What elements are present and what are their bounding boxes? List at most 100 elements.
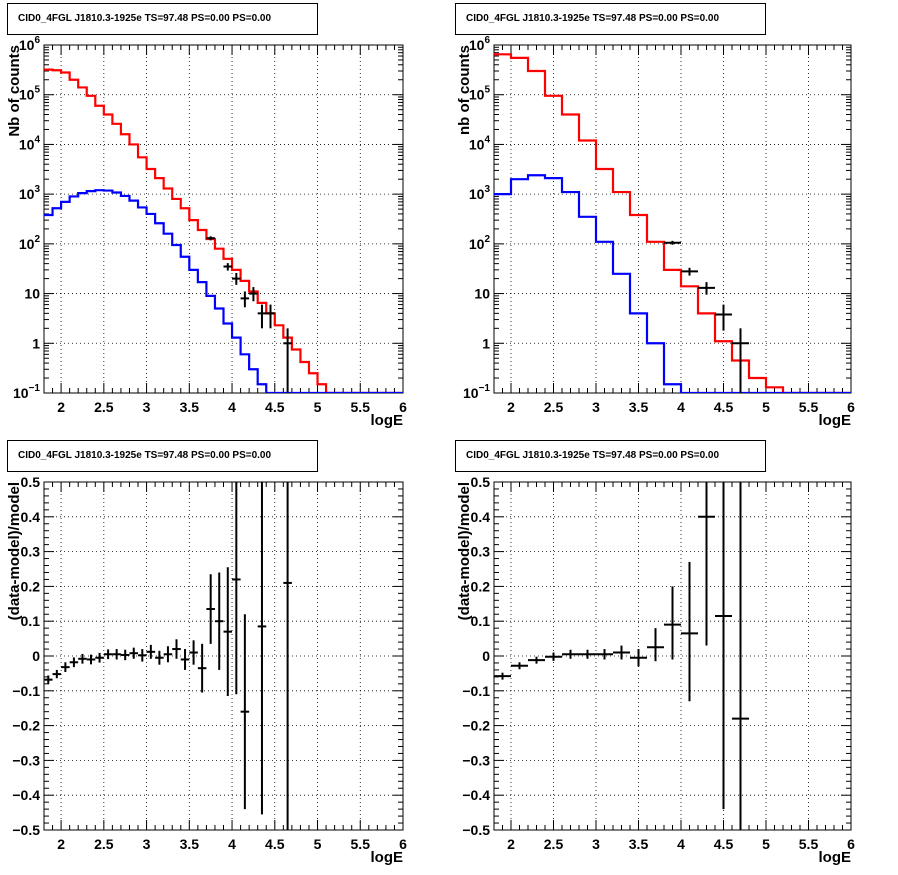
y-tick-label: 10 bbox=[24, 286, 40, 302]
x-tick-label: 4 bbox=[677, 836, 685, 852]
x-tick-label: 5 bbox=[762, 836, 770, 852]
data-point bbox=[163, 646, 173, 663]
x-tick-label: 6 bbox=[847, 836, 855, 852]
y-tick-label: −0.3 bbox=[462, 752, 490, 768]
y-tick-label: 10−1 bbox=[463, 383, 490, 401]
chart-counts-left: 2 2.5 3 3.5 4 4.5 5 5.5 6 10−1 1 10 102 103 104 105 106 l… bbox=[6, 35, 407, 429]
axis-ticks bbox=[493, 45, 852, 394]
y-tick-label: 102 bbox=[19, 234, 41, 252]
data-point bbox=[138, 649, 147, 662]
data-point bbox=[257, 304, 267, 329]
y-tick-label: 0.3 bbox=[21, 544, 41, 560]
x-tick-label: 5 bbox=[762, 399, 770, 415]
x-tick-label: 2.5 bbox=[544, 399, 564, 415]
y-tick-label: 10−1 bbox=[13, 383, 40, 401]
y-axis-title: (data-model)/model bbox=[456, 482, 473, 620]
pad-title: CID0_4FGL J1810.3-1925e TS=97.48 PS=0.00… bbox=[7, 440, 318, 472]
data-point bbox=[232, 272, 241, 285]
axis-ticks bbox=[43, 45, 404, 394]
grid bbox=[44, 482, 403, 830]
plot-area bbox=[494, 53, 851, 393]
x-tick-label: 4 bbox=[677, 399, 685, 415]
chart-residuals-right: 2 2.5 3 3.5 4 4.5 5 5.5 6 −0.5 −0.4 −0.3 −0.2 −0.1 0 0.… bbox=[456, 474, 855, 866]
model-source-histogram bbox=[494, 174, 851, 393]
data-point bbox=[155, 650, 164, 665]
data-point bbox=[52, 669, 62, 679]
data-point bbox=[197, 643, 207, 693]
pad-title: CID0_4FGL J1810.3-1925e TS=97.48 PS=0.00… bbox=[455, 440, 766, 472]
pad-bottom-left: 2 2.5 3 3.5 4 4.5 5 5.5 6 −0.5 −0.4 −0.3 −0.2 −0.1 0 0.… bbox=[0, 437, 449, 875]
x-tick-label: 3 bbox=[592, 399, 600, 415]
data-point bbox=[223, 567, 233, 697]
y-axis-title: (data-model)/model bbox=[6, 482, 23, 620]
y-axis-title: Nb of counts bbox=[6, 45, 23, 137]
data-point bbox=[698, 282, 715, 295]
y-tick-label: −0.2 bbox=[462, 718, 490, 734]
y-tick-label: 0.2 bbox=[21, 578, 41, 594]
y-tick-label: −0.4 bbox=[462, 787, 490, 803]
data-point bbox=[647, 628, 664, 662]
pad-title: CID0_4FGL J1810.3-1925e TS=97.48 PS=0.00… bbox=[455, 3, 766, 35]
x-tick-label: 5.5 bbox=[351, 836, 371, 852]
y-tick-label: 106 bbox=[469, 35, 491, 53]
data-point bbox=[103, 649, 113, 660]
x-tick-label: 3.5 bbox=[629, 836, 649, 852]
y-tick-label: 1 bbox=[482, 335, 490, 351]
data-point bbox=[681, 562, 698, 702]
data-point bbox=[120, 649, 130, 661]
data-point bbox=[596, 649, 613, 660]
data-point bbox=[630, 649, 647, 667]
model-total-histogram bbox=[44, 68, 403, 393]
y-tick-label: 0 bbox=[482, 648, 490, 664]
data-point bbox=[732, 328, 749, 393]
data-point bbox=[283, 328, 292, 393]
pad-bottom-right: 2 2.5 3 3.5 4 4.5 5 5.5 6 −0.5 −0.4 −0.3 −0.2 −0.1 0 0.… bbox=[449, 437, 898, 875]
data-point bbox=[715, 304, 732, 331]
y-tick-label: −0.3 bbox=[12, 752, 40, 768]
data-point bbox=[44, 675, 53, 684]
x-tick-label: 2.5 bbox=[94, 836, 114, 852]
y-axis-title: nb of counts bbox=[456, 45, 473, 135]
x-tick-label: 6 bbox=[399, 836, 407, 852]
data-point bbox=[95, 652, 104, 663]
data-point bbox=[545, 652, 562, 661]
data-point bbox=[715, 482, 732, 810]
data-point bbox=[214, 572, 224, 670]
x-tick-label: 5.5 bbox=[799, 836, 819, 852]
y-tick-label: 0.3 bbox=[471, 544, 491, 560]
x-axis-title: logE bbox=[819, 412, 852, 429]
chart-counts-right: 2 2.5 3 3.5 4 4.5 5 5.5 6 10−1 1 10 102 103 104 105 106 l… bbox=[456, 35, 855, 429]
data-point bbox=[86, 654, 96, 665]
data-point bbox=[146, 644, 156, 659]
plot-area bbox=[44, 68, 403, 393]
x-tick-label: 4.5 bbox=[265, 836, 285, 852]
plot-area bbox=[494, 482, 749, 830]
plot-frame bbox=[43, 481, 404, 831]
x-axis-title: logE bbox=[371, 849, 404, 866]
model-source-histogram bbox=[44, 189, 403, 393]
x-tick-label: 3.5 bbox=[180, 836, 200, 852]
data-point bbox=[613, 645, 630, 660]
x-tick-label: 6 bbox=[847, 399, 855, 415]
y-tick-label: −0.2 bbox=[12, 718, 40, 734]
x-tick-label: 2 bbox=[57, 399, 65, 415]
data-point bbox=[664, 240, 681, 245]
y-tick-label: 0.5 bbox=[471, 474, 491, 490]
data-point bbox=[69, 657, 79, 668]
data-point bbox=[232, 482, 241, 695]
y-tick-label: −0.5 bbox=[12, 822, 40, 838]
x-tick-label: 3.5 bbox=[180, 399, 200, 415]
y-tick-label: 0.2 bbox=[471, 578, 491, 594]
y-tick-label: 103 bbox=[19, 184, 41, 202]
data-point bbox=[266, 304, 275, 329]
y-tick-label: −0.1 bbox=[12, 683, 40, 699]
axis-ticks bbox=[493, 481, 852, 831]
x-tick-label: 5.5 bbox=[799, 399, 819, 415]
x-tick-label: 2 bbox=[507, 399, 515, 415]
model-total-histogram bbox=[494, 53, 851, 393]
x-tick-label: 3 bbox=[143, 836, 151, 852]
y-tick-label: 0.4 bbox=[21, 509, 41, 525]
x-tick-label: 2.5 bbox=[94, 399, 114, 415]
pad-title: CID0_4FGL J1810.3-1925e TS=97.48 PS=0.00… bbox=[7, 3, 318, 35]
data-point bbox=[283, 482, 292, 830]
